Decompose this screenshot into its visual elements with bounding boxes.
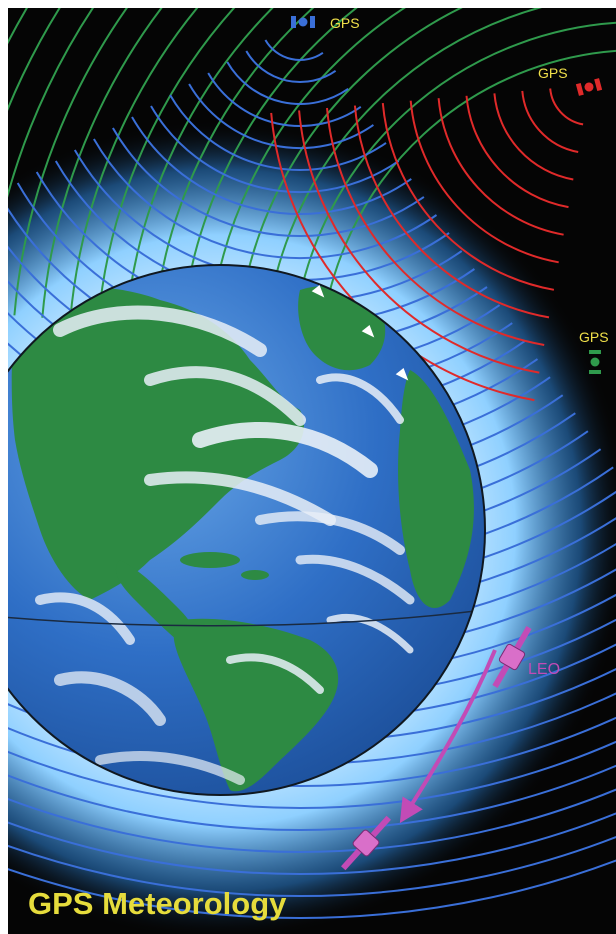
red-wavefront-4 (437, 98, 564, 236)
earth-globe (8, 264, 486, 796)
green-wavefront-11 (13, 8, 129, 316)
green-wavefront-8 (97, 8, 236, 323)
land-north-america (11, 286, 304, 600)
green-wavefront-0 (320, 49, 616, 343)
blue-wavefront-8 (112, 127, 425, 237)
blue-wavefront-9 (93, 138, 438, 259)
blue-wavefront-5 (169, 94, 387, 171)
equator-line (8, 607, 485, 627)
gps-right-label: GPS (538, 65, 568, 81)
leo-orbit-arrow (399, 649, 497, 824)
red-wavefront-0 (549, 88, 584, 126)
red-wavefront-2 (493, 93, 574, 181)
blue-wavefront-38 (8, 835, 616, 897)
red-wavefront-1 (521, 90, 579, 153)
occultation-points (311, 284, 409, 381)
gps-satellite-right-icon (575, 78, 603, 96)
blue-wavefront-0 (264, 39, 324, 61)
red-wavefront-6 (381, 103, 555, 291)
leo-satellite-position-2-icon (341, 815, 391, 871)
blue-wavefront-37 (8, 812, 616, 875)
gps-satellite-top-icon (291, 16, 315, 28)
green-wavefront-5 (180, 8, 358, 330)
red-wavefront-9 (298, 110, 540, 374)
green-wavefront-12 (8, 8, 95, 199)
leo-label: LEO (528, 661, 560, 678)
green-wavefront-10 (41, 8, 163, 318)
red-wavefront-8 (326, 107, 545, 346)
land-europe-edge (398, 370, 474, 609)
blue-wavefront-36 (8, 788, 616, 853)
gps-top-label: GPS (330, 15, 360, 31)
red-gps-wavefronts (270, 88, 584, 402)
green-wavefront-6 (152, 8, 315, 328)
gps-satellite-side-icon (589, 350, 601, 374)
blue-wavefront-35 (8, 764, 616, 832)
green-wavefront-9 (69, 8, 199, 321)
red-wavefront-5 (409, 100, 559, 264)
blue-wavefront-1 (245, 50, 337, 84)
cloud-swirls (35, 305, 415, 785)
red-wavefront-3 (465, 95, 569, 209)
blue-wavefront-7 (131, 116, 412, 215)
leo-satellite-icon (492, 626, 532, 688)
green-wavefront-4 (208, 8, 407, 333)
gps-side-label: GPS (579, 329, 609, 345)
blue-wavefront-4 (188, 83, 374, 149)
green-wavefront-3 (236, 8, 463, 335)
land-south-america (173, 618, 339, 792)
blue-wavefront-2 (226, 61, 349, 105)
green-wavefront-7 (125, 8, 274, 326)
blue-wavefront-3 (207, 72, 362, 127)
blue-wavefront-34 (8, 740, 616, 809)
blue-wavefront-39 (8, 859, 616, 920)
green-wavefront-1 (292, 21, 616, 340)
red-wavefront-7 (353, 105, 550, 319)
blue-wavefront-6 (150, 105, 400, 194)
page-title: GPS Meteorology (28, 886, 287, 921)
